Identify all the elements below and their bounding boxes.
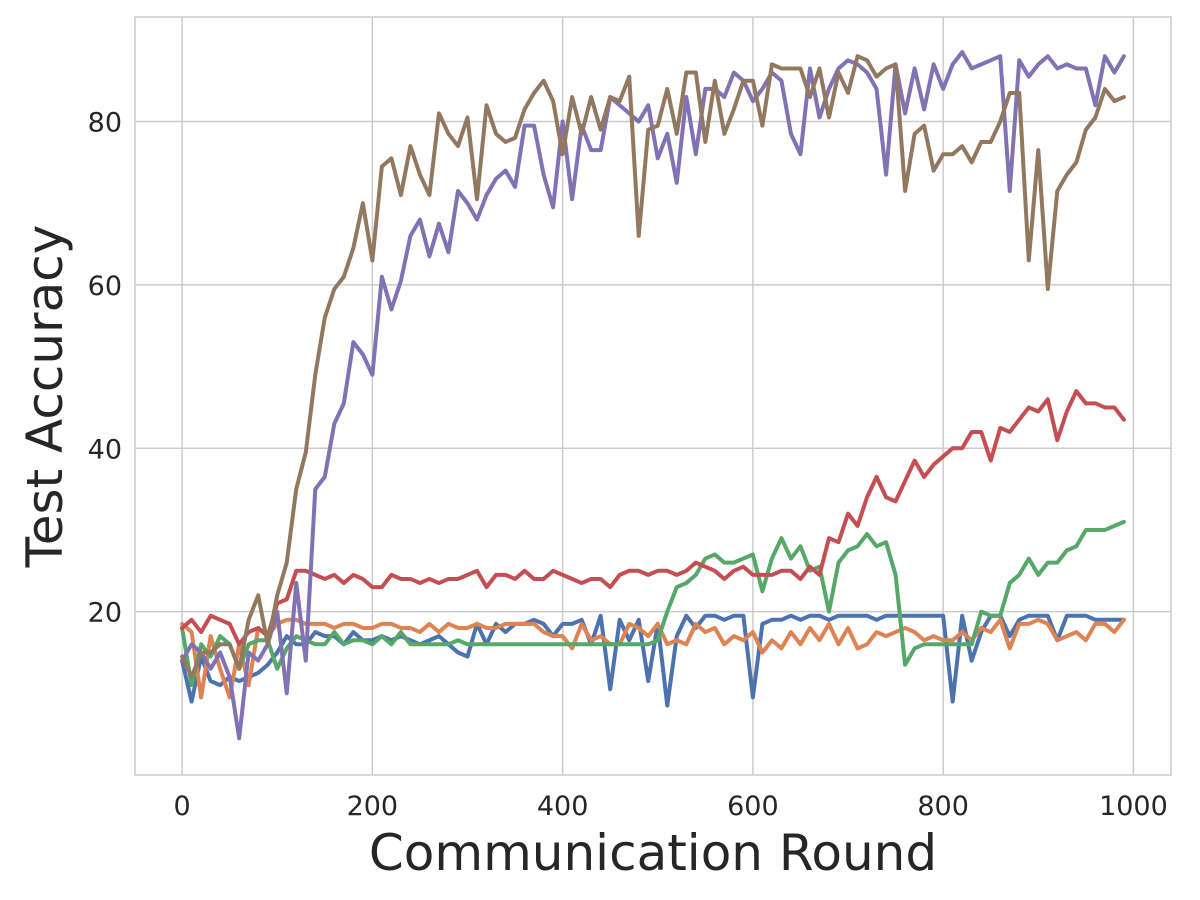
- series-line: [180, 54, 1126, 679]
- plot-frame: [134, 16, 1172, 776]
- ticks: 0 200 400 600 800 1000 20 40 60 80: [88, 108, 1168, 822]
- x-tick-label: 800: [917, 791, 969, 822]
- x-tick-label: 600: [727, 791, 779, 822]
- x-tick-label: 0: [173, 791, 190, 822]
- y-tick-label: 80: [88, 108, 122, 139]
- y-tick-label: 20: [88, 598, 122, 629]
- series-line: [180, 389, 1126, 647]
- y-tick-label: 40: [88, 434, 122, 465]
- y-axis-label: Test Accuracy: [16, 225, 74, 569]
- series-line: [180, 519, 1126, 688]
- series-line: [180, 50, 1126, 741]
- x-tick-label: 1000: [1099, 791, 1168, 822]
- series-line: [180, 617, 1126, 700]
- x-tick-label: 400: [537, 791, 589, 822]
- x-tick-label: 200: [347, 791, 399, 822]
- y-tick-label: 60: [88, 271, 122, 302]
- lines: [180, 50, 1126, 741]
- x-axis-label: Communication Round: [369, 824, 937, 882]
